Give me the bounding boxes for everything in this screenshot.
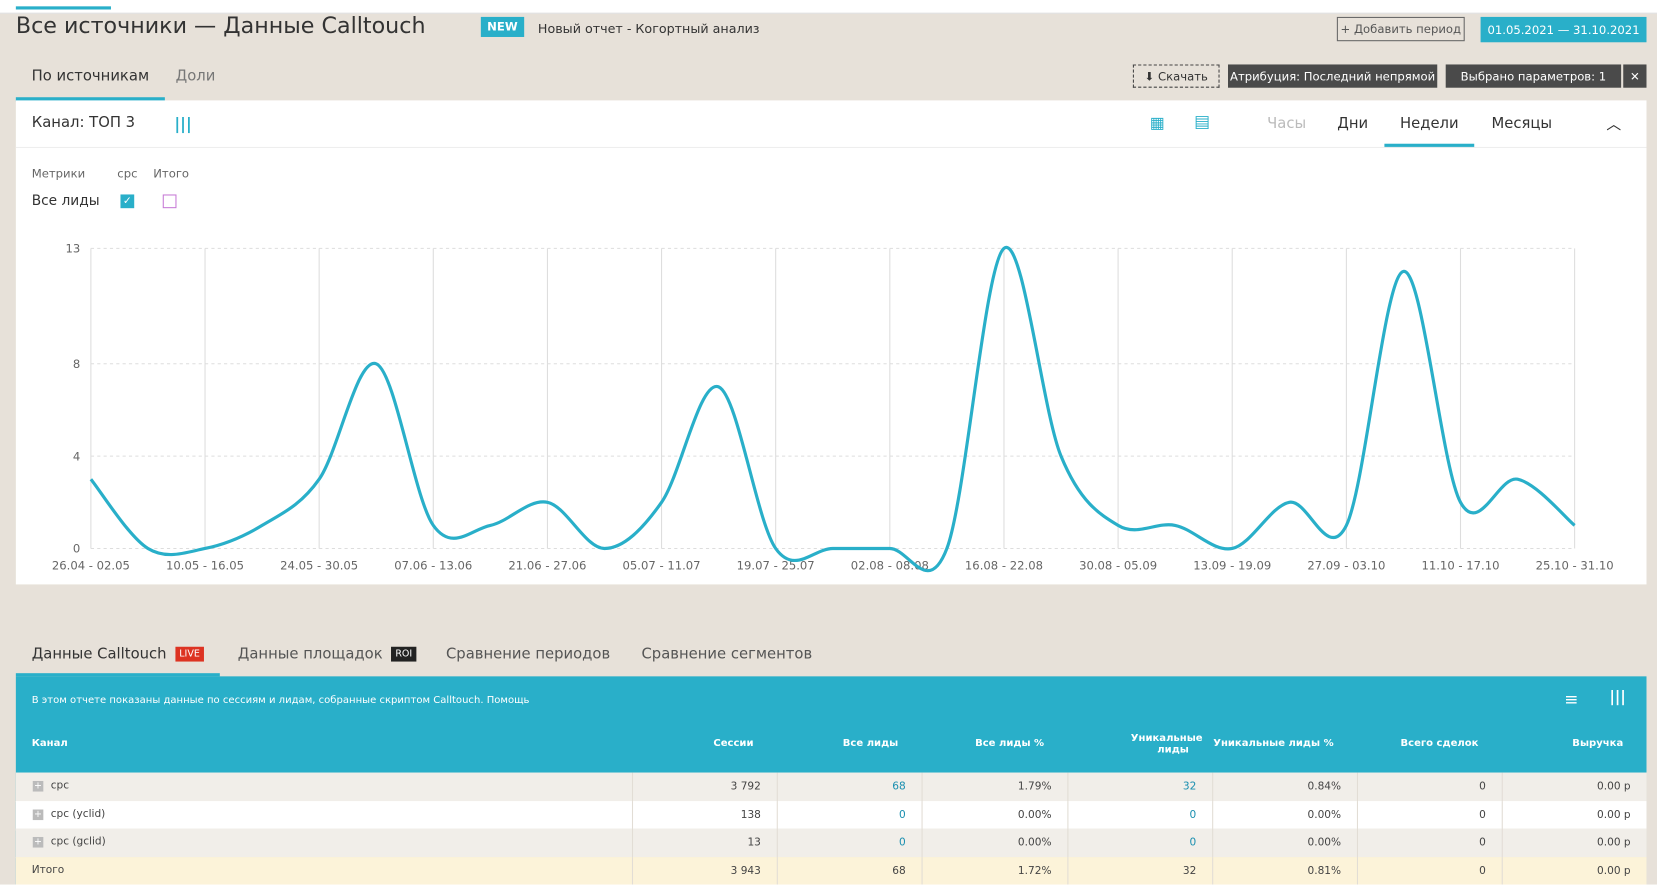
table-cell: 0.00 р (1502, 773, 1647, 802)
x-tick-label: 24.05 - 30.05 (280, 559, 358, 573)
column-header[interactable]: Выручка (1502, 738, 1624, 750)
x-tick-label: 13.09 - 19.09 (1193, 559, 1271, 573)
table-cell: 0.00 р (1502, 801, 1647, 830)
bottom-tab[interactable]: Данные площадок ROI (222, 634, 432, 673)
table-row: cpc +3 792681.79%320.84%00.00 р (16, 773, 1647, 803)
bottom-tab[interactable]: Сравнение сегментов (626, 634, 828, 673)
line (91, 247, 1575, 570)
table-cell: 0.00 р (1502, 857, 1647, 886)
table-cell: 3 943 (632, 857, 777, 886)
column-header[interactable]: Все лиды % (922, 738, 1045, 750)
column-header[interactable]: Канал (32, 738, 68, 750)
table-cell: 0.00% (1212, 801, 1357, 830)
table-cell: Итого (32, 864, 65, 876)
footer (0, 885, 1657, 893)
table-info: В этом отчете показаны данные по сессиям… (32, 694, 530, 706)
column-header[interactable]: Уникальные лиды % (1212, 738, 1334, 750)
table-cell: 0.81% (1212, 857, 1357, 886)
table-cell: cpc (yclid) (51, 808, 106, 820)
tab-label: Данные Calltouch (32, 645, 167, 662)
table-cell: 0.84% (1212, 773, 1357, 802)
x-tick-label: 10.05 - 16.05 (166, 559, 244, 573)
table-cell: 0 (1357, 773, 1502, 802)
tab-label: Сравнение сегментов (641, 645, 812, 662)
x-tick-label: 30.08 - 05.09 (1079, 559, 1157, 573)
x-tick-label: 25.10 - 31.10 (1536, 559, 1614, 573)
tab-label: Данные площадок (238, 645, 383, 662)
chart: 0 4 8 13 26.04 - 02.05 10.05 - 16.05 24.05 - 3… (0, 0, 1657, 592)
table-cell: 0 (777, 801, 922, 830)
table-cell: 0 (1357, 829, 1502, 858)
table: В этом отчете показаны данные по сессиям… (16, 676, 1647, 884)
expand-icon[interactable]: + (33, 781, 44, 792)
table-cell: 32 (1067, 857, 1212, 886)
y-tick-label: 13 (66, 242, 81, 256)
tab-badge: LIVE (175, 646, 204, 661)
table-cell: 0 (1357, 857, 1502, 886)
bottom-tabs: Данные Calltouch LIVE Данные площадок ROI Ср… (16, 634, 1647, 676)
y-tick-label: 4 (73, 449, 80, 463)
x-tick-label: 21.06 - 27.06 (508, 559, 586, 573)
x-tick-label: 11.10 - 17.10 (1421, 559, 1499, 573)
table-cell: 0 (1357, 801, 1502, 830)
x-tick-label: 19.07 - 25.07 (737, 559, 815, 573)
table-cell: 1.79% (922, 773, 1068, 802)
column-header[interactable]: Все лиды (777, 738, 899, 750)
table-cell: 0 (1067, 801, 1212, 830)
column-header[interactable]: Уникальные лиды (1067, 732, 1189, 755)
table-cell: 68 (777, 857, 922, 886)
table-cell: 0 (1067, 829, 1212, 858)
table-cell: 3 792 (632, 773, 777, 802)
tab-badge: ROI (391, 646, 416, 661)
x-tick-label: 27.09 - 03.10 (1307, 559, 1385, 573)
bottom-tab[interactable]: Сравнение периодов (430, 634, 626, 673)
expand-icon[interactable]: + (33, 809, 44, 820)
x-tick-label: 05.07 - 11.07 (623, 559, 701, 573)
table-cell: cpc (gclid) (51, 836, 106, 848)
table-cell: 68 (777, 773, 922, 802)
table-cell: 32 (1067, 773, 1212, 802)
table-cell: 0.00% (1212, 829, 1357, 858)
y-tick-label: 0 (73, 542, 80, 556)
expand-icon[interactable]: + (33, 837, 44, 848)
x-tick-label: 07.06 - 13.06 (394, 559, 472, 573)
table-row: cpc (yclid)+13800.00%00.00%00.00 р (16, 801, 1647, 831)
table-row: Итого 3 943681.72%320.81%00.00 р (16, 857, 1647, 887)
menu-icon[interactable]: ≡ (1564, 689, 1578, 709)
bottom-tab[interactable]: Данные Calltouch LIVE (16, 634, 220, 676)
x-tick-label: 26.04 - 02.05 (52, 559, 130, 573)
table-cell: cpc (51, 780, 69, 792)
x-tick-label: 16.08 - 22.08 (965, 559, 1043, 573)
tab-label: Сравнение периодов (446, 645, 610, 662)
column-header[interactable]: Всего сделок (1357, 738, 1479, 750)
table-cell: 13 (632, 829, 777, 858)
column-header[interactable]: Сессии (632, 738, 754, 750)
table-cell: 0 (777, 829, 922, 858)
table-cell: 1.72% (922, 857, 1068, 886)
table-cell: 0.00% (922, 801, 1068, 830)
columns-icon[interactable]: ||| (1610, 689, 1626, 706)
y-tick-label: 8 (73, 357, 80, 371)
table-row: cpc (gclid)+1300.00%00.00%00.00 р (16, 829, 1647, 859)
table-cell: 0.00 р (1502, 829, 1647, 858)
table-cell: 0.00% (922, 829, 1068, 858)
table-cell: 138 (632, 801, 777, 830)
